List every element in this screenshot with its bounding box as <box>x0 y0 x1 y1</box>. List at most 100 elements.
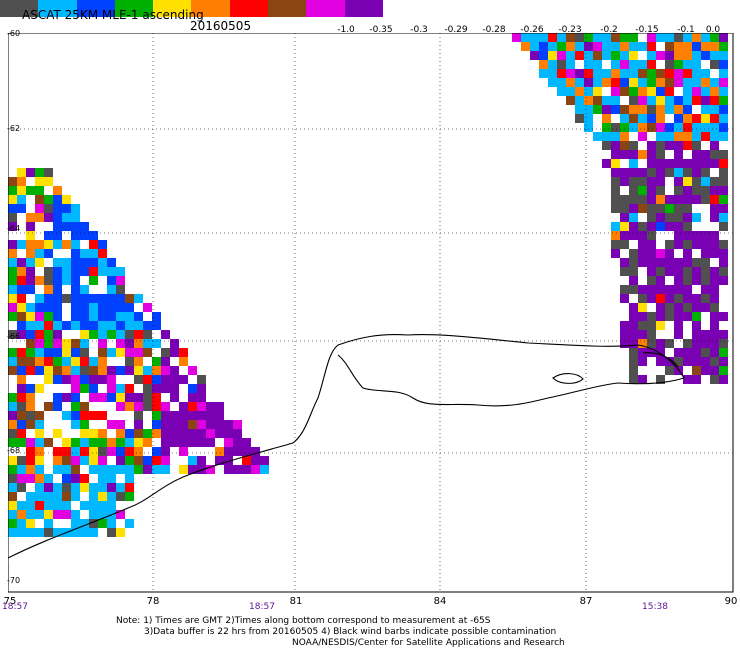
wind-cell <box>44 402 53 411</box>
wind-cell <box>719 321 728 330</box>
wind-cell <box>665 96 674 105</box>
wind-cell <box>161 384 170 393</box>
wind-cell <box>134 429 143 438</box>
wind-cell <box>89 447 98 456</box>
wind-cell <box>80 474 89 483</box>
wind-cell <box>611 213 620 222</box>
wind-cell <box>71 375 80 384</box>
wind-cell <box>116 393 125 402</box>
wind-cell <box>35 483 44 492</box>
wind-cell <box>629 177 638 186</box>
wind-cell <box>233 465 242 474</box>
wind-cell <box>638 240 647 249</box>
color-scale-swatch <box>229 0 269 17</box>
wind-cell <box>701 186 710 195</box>
wind-cell <box>710 312 719 321</box>
wind-cell <box>602 159 611 168</box>
wind-cell <box>638 267 647 276</box>
wind-cell <box>26 447 35 456</box>
wind-cell <box>665 375 674 384</box>
latitude-label: -62 <box>7 124 21 133</box>
wind-cell <box>602 33 611 42</box>
wind-cell <box>665 159 674 168</box>
wind-cell <box>593 51 602 60</box>
wind-cell <box>620 96 629 105</box>
wind-cell <box>143 384 152 393</box>
wind-cell <box>161 348 170 357</box>
wind-cell <box>656 78 665 87</box>
wind-cell <box>62 510 71 519</box>
wind-cell <box>26 501 35 510</box>
wind-cell <box>53 456 62 465</box>
wind-cell <box>701 123 710 132</box>
wind-cell <box>8 465 17 474</box>
latitude-label: -66 <box>7 332 21 341</box>
wind-cell <box>548 60 557 69</box>
wind-cell <box>26 366 35 375</box>
wind-cell <box>206 429 215 438</box>
wind-cell <box>125 294 134 303</box>
wind-cell <box>170 393 179 402</box>
wind-cell <box>44 249 53 258</box>
wind-cell <box>17 240 26 249</box>
wind-cell <box>152 465 161 474</box>
wind-cell <box>107 474 116 483</box>
wind-cell <box>683 276 692 285</box>
wind-cell <box>719 87 728 96</box>
wind-cell <box>152 339 161 348</box>
wind-cell <box>701 87 710 96</box>
wind-cell <box>665 42 674 51</box>
wind-cell <box>80 294 89 303</box>
wind-cell <box>116 267 125 276</box>
wind-cell <box>62 258 71 267</box>
wind-cell <box>215 465 224 474</box>
wind-cell <box>701 69 710 78</box>
pass-time-label: 15:38 <box>642 602 668 612</box>
wind-cell <box>26 231 35 240</box>
wind-cell <box>35 447 44 456</box>
wind-cell <box>656 267 665 276</box>
wind-cell <box>71 276 80 285</box>
wind-cell <box>44 267 53 276</box>
wind-cell <box>665 357 674 366</box>
wind-cell <box>44 393 53 402</box>
wind-cell <box>98 294 107 303</box>
wind-cell <box>710 132 719 141</box>
wind-cell <box>557 33 566 42</box>
wind-cell <box>26 168 35 177</box>
wind-cell <box>692 330 701 339</box>
note-line-2: 3)Data buffer is 22 hrs from 20160505 4)… <box>144 627 557 637</box>
wind-cell <box>512 33 521 42</box>
wind-cell <box>665 69 674 78</box>
wind-cell <box>188 420 197 429</box>
wind-cell <box>647 285 656 294</box>
wind-cell <box>710 213 719 222</box>
wind-cell <box>719 51 728 60</box>
wind-cell <box>125 501 134 510</box>
wind-cell <box>170 438 179 447</box>
wind-cell <box>719 186 728 195</box>
wind-cell <box>152 411 161 420</box>
wind-cell <box>215 429 224 438</box>
wind-cell <box>17 222 26 231</box>
wind-cell <box>8 366 17 375</box>
wind-cell <box>80 492 89 501</box>
wind-cell <box>125 348 134 357</box>
wind-cell <box>710 168 719 177</box>
wind-cell <box>629 240 638 249</box>
wind-cell <box>188 375 197 384</box>
wind-cell <box>116 492 125 501</box>
wind-cell <box>611 249 620 258</box>
wind-cell <box>611 78 620 87</box>
wind-cell <box>80 465 89 474</box>
longitude-label: 84 <box>433 596 447 607</box>
wind-cell <box>44 366 53 375</box>
wind-cell <box>98 384 107 393</box>
wind-cell <box>98 420 107 429</box>
wind-cell <box>701 141 710 150</box>
wind-cell <box>62 240 71 249</box>
wind-cell <box>26 330 35 339</box>
wind-cell <box>71 339 80 348</box>
wind-cell <box>80 393 89 402</box>
wind-cell <box>116 402 125 411</box>
